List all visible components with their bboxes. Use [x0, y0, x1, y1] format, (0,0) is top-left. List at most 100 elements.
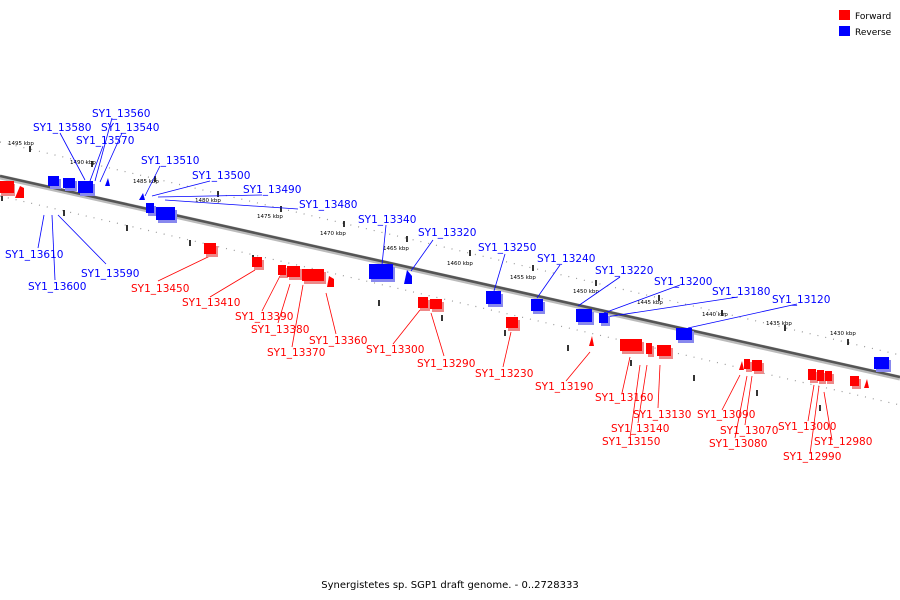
gene-label[interactable]: SY1_13500: [192, 170, 250, 182]
reverse-gene-feature: [576, 309, 594, 325]
reverse-gene-feature: [156, 207, 177, 223]
gene-label[interactable]: SY1_13120: [772, 294, 830, 306]
forward-gene-feature: [825, 371, 834, 384]
forward-gene-feature: [15, 186, 24, 198]
gene-label[interactable]: SY1_13370: [267, 347, 325, 359]
gene-label[interactable]: SY1_13200: [654, 276, 712, 288]
gene-label[interactable]: SY1_13300: [366, 344, 424, 356]
gene-label[interactable]: SY1_13410: [182, 297, 240, 309]
kbp-tick-label: 1485 kbp: [133, 179, 159, 185]
gene-label[interactable]: SY1_13560: [92, 108, 150, 120]
gene-label[interactable]: SY1_13080: [709, 438, 767, 450]
genome-caption: Synergistetes sp. SGP1 draft genome. - 0…: [321, 580, 578, 591]
legend: Forward Reverse: [839, 10, 892, 38]
reverse-leader-lines: [37, 117, 798, 329]
gene-label[interactable]: SY1_13290: [417, 358, 475, 370]
gene-label[interactable]: SY1_13150: [602, 436, 660, 448]
forward-gene-feature: [864, 379, 869, 388]
gene-label[interactable]: SY1_13130: [633, 409, 691, 421]
gene-label[interactable]: SY1_13230: [475, 368, 533, 380]
forward-gene-feature: [430, 299, 444, 312]
reverse-gene-labels: SY1_13580 SY1_13560 SY1_13540 SY1_13570 …: [5, 108, 830, 306]
kbp-tick-label: 1480 kbp: [195, 198, 221, 204]
kbp-tick-label: 1450 kbp: [573, 289, 599, 295]
forward-gene-feature: [739, 361, 744, 370]
kbp-tick-label: 1490 kbp: [70, 160, 96, 166]
gene-label[interactable]: SY1_13190: [535, 381, 593, 393]
reverse-gene-feature: [78, 181, 95, 196]
forward-gene-feature: [817, 370, 826, 384]
gene-label[interactable]: SY1_13600: [28, 281, 86, 293]
legend-forward-label: Forward: [855, 12, 891, 22]
kbp-tick-label: 1435 kbp: [766, 321, 792, 327]
reverse-gene-feature: [531, 299, 545, 314]
gene-label[interactable]: SY1_13340: [358, 214, 416, 226]
gene-label[interactable]: SY1_13510: [141, 155, 199, 167]
gene-label[interactable]: SY1_13580: [33, 122, 91, 134]
gene-label[interactable]: SY1_13450: [131, 283, 189, 295]
gene-label[interactable]: SY1_12980: [814, 436, 872, 448]
kbp-tick-label: 1430 kbp: [830, 331, 856, 337]
reverse-gene-feature: [599, 313, 610, 326]
reverse-gene-feature: [404, 270, 412, 284]
forward-gene-feature: [302, 269, 326, 284]
gene-label[interactable]: SY1_12990: [783, 451, 841, 463]
kbp-tick-label: 1445 kbp: [637, 300, 663, 306]
forward-gene-feature: [850, 376, 861, 389]
kbp-tick-label: 1470 kbp: [320, 231, 346, 237]
gene-label[interactable]: SY1_13140: [611, 423, 669, 435]
gene-label[interactable]: SY1_13540: [101, 122, 159, 134]
forward-gene-feature: [252, 257, 264, 270]
forward-gene-feature: [287, 266, 302, 280]
gene-label[interactable]: SY1_13360: [309, 335, 367, 347]
forward-gene-feature: [620, 339, 644, 354]
forward-gene-feature: [327, 276, 334, 287]
gene-label[interactable]: SY1_13240: [537, 253, 595, 265]
gene-label[interactable]: SY1_13090: [697, 409, 755, 421]
gene-label[interactable]: SY1_13380: [251, 324, 309, 336]
forward-leader-lines: [157, 255, 833, 455]
gene-label[interactable]: SY1_13160: [595, 392, 653, 404]
reverse-gene-feature: [105, 178, 110, 186]
reverse-gene-feature: [146, 203, 156, 216]
gene-label[interactable]: SY1_13610: [5, 249, 63, 261]
kbp-tick-label: 1495 kbp: [8, 141, 34, 147]
forward-gene-feature: [506, 317, 520, 331]
gene-label[interactable]: SY1_13490: [243, 184, 301, 196]
gene-label[interactable]: SY1_13590: [81, 268, 139, 280]
kbp-tick-label: 1460 kbp: [447, 261, 473, 267]
legend-forward-swatch: [839, 10, 850, 20]
reverse-gene-feature: [63, 178, 77, 191]
gene-label[interactable]: SY1_13480: [299, 199, 357, 211]
forward-gene-feature: [808, 369, 818, 383]
gene-label[interactable]: SY1_13390: [235, 311, 293, 323]
reverse-gene-features: [48, 176, 891, 372]
legend-reverse-label: Reverse: [855, 28, 892, 38]
gene-label[interactable]: SY1_13250: [478, 242, 536, 254]
reverse-gene-feature: [48, 176, 61, 189]
gene-label[interactable]: SY1_13570: [76, 135, 134, 147]
reverse-gene-feature: [676, 328, 694, 343]
kbp-tick-label: 1475 kbp: [257, 214, 283, 220]
tick-marks: [1, 146, 849, 411]
forward-gene-feature: [752, 360, 764, 374]
forward-gene-labels: SY1_13450 SY1_13410 SY1_13390 SY1_13380 …: [131, 283, 872, 463]
gene-label[interactable]: SY1_13220: [595, 265, 653, 277]
gene-label[interactable]: SY1_13180: [712, 286, 770, 298]
kbp-tick-label: 1440 kbp: [702, 312, 728, 318]
reverse-gene-feature: [369, 264, 395, 282]
forward-gene-feature: [657, 345, 673, 359]
forward-gene-feature: [589, 336, 594, 346]
legend-reverse-swatch: [839, 26, 850, 36]
gene-label[interactable]: SY1_13000: [778, 421, 836, 433]
forward-gene-feature: [278, 265, 288, 278]
forward-gene-feature: [646, 343, 654, 357]
reverse-gene-feature: [139, 193, 145, 200]
reverse-gene-feature: [874, 357, 891, 372]
forward-gene-feature: [418, 297, 430, 311]
forward-gene-feature: [744, 359, 752, 372]
gene-label[interactable]: SY1_13070: [720, 425, 778, 437]
kbp-tick-labels: 1495 kbp 1490 kbp 1485 kbp 1480 kbp 1475…: [8, 141, 856, 337]
gene-label[interactable]: SY1_13320: [418, 227, 476, 239]
